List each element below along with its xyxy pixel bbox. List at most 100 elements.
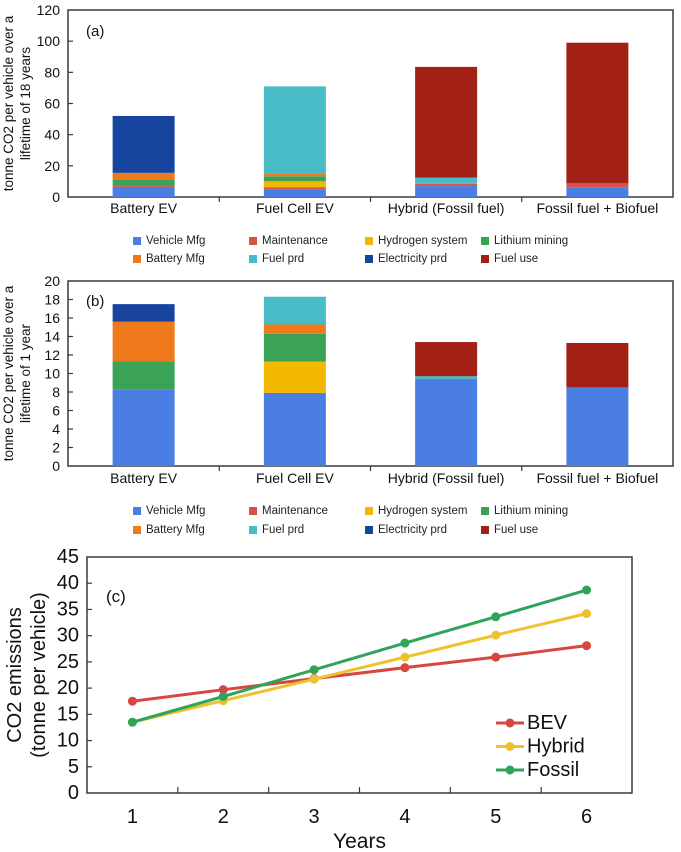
legend-swatch-fuel-use [481,254,489,263]
y-tick-label: 2 [52,440,60,456]
y-tick-label: 100 [37,33,61,49]
data-point-fossil [400,638,410,648]
legend-item-hydrogen-system: Hydrogen system [365,233,481,249]
bar-segment-fuel-use [566,42,629,183]
bar-segment-vehicle-mfg [566,187,629,197]
y-axis-label: CO2 emissions [4,607,26,743]
bar-segment-vehicle-mfg [112,389,175,466]
legend-item-hydrogen-system: Hydrogen system [365,503,481,519]
x-tick-label: 5 [490,806,501,828]
stacked-bar-chart-18-years: 0 20 40 60 80 100 120 tonne CO2 per vehicle ove… [1,2,674,216]
bar-segment-fuel-use [415,66,478,178]
y-tick-label: 60 [44,96,60,112]
y-tick-label: 45 [57,546,79,568]
panel-label: (c) [106,587,126,606]
x-axis-label: Years [333,830,386,852]
data-point-bev [127,696,137,706]
y-axis-label: tonne CO2 per vehicle over a [1,285,16,461]
bar-segment-maintenance [415,183,478,187]
bar-segment-lithium-mining [112,361,175,390]
legend-swatch-lithium-mining [481,237,489,245]
legend-label: Fuel use [494,523,539,536]
legend-label-bev: BEV [527,712,568,734]
legend-label: Electricity prd [378,252,448,265]
panel-label: (b) [86,293,104,310]
bar-segment-battery-mfg [112,172,175,181]
bar-segment-battery-mfg [112,321,175,362]
bar-segment-vehicle-mfg [263,392,326,466]
legend-item-maintenance: Maintenance [249,503,365,519]
panel-c: 0 5 10 15 20 25 30 35 40 45 CO2 emissions (tonne pe… [0,540,681,852]
y-tick-label: 40 [44,127,60,143]
bar-segment-hydrogen-system [263,181,326,188]
category-label: Fuel Cell EV [256,470,334,486]
data-point-hybrid [582,609,592,619]
y-tick-label: 35 [57,598,79,620]
legend-label: Electricity prd [378,523,448,536]
bar-segment-hydrogen-system [263,361,326,393]
x-tick-label: 2 [218,806,229,828]
legend-label: Vehicle Mfg [146,235,206,247]
legend-label: Fuel prd [262,523,305,536]
bar-segment-battery-mfg [263,324,326,334]
legend-swatch-battery-mfg [133,254,141,263]
data-point-fossil [491,612,501,622]
legend-item-fuel-prd: Fuel prd [249,522,365,538]
legend-swatch-vehicle-mfg [133,237,141,245]
bar-segment-fuel-prd [263,296,326,325]
bar-segment-fuel-prd [415,376,478,380]
bar-segment-lithium-mining [263,333,326,362]
data-point-bev [582,641,592,651]
line-series-fossil [132,588,588,724]
y-tick-label: 20 [44,158,60,174]
y-tick-label: 30 [57,625,79,647]
y-tick-label: 16 [44,310,60,326]
data-point-fossil [582,585,592,595]
line-series-hybrid [132,612,587,724]
legend-marker-bev [505,718,515,728]
bar-segment-vehicle-mfg [566,387,629,466]
bar-segment-vehicle-mfg [263,189,326,197]
legend-panel-b: Vehicle Mfg Maintenance Hydrogen system Lit… [133,490,681,540]
x-tick-label: 4 [399,806,410,828]
legend-label: Maintenance [262,505,328,517]
bar-segment-maintenance [112,185,175,187]
data-point-bev [400,663,410,673]
y-tick-label: 4 [52,421,60,437]
legend-swatch-hydrogen-system [365,237,373,245]
legend-swatch-maintenance [249,507,257,515]
legend-item-lithium-mining: Lithium mining [481,503,597,519]
legend-label-fossil: Fossil [527,759,579,781]
bar-segment-maintenance [263,187,326,190]
y-tick-label: 10 [44,366,60,382]
y-axis-label: tonne CO2 per vehicle over a [1,15,16,191]
legend-marker-fossil [505,765,515,775]
legend-item-fuel-use: Fuel use [481,522,597,538]
bar-segment-electricity-prd [112,304,175,322]
y-tick-label: 80 [44,64,60,80]
y-axis-label: (tonne per vehicle) [28,592,50,758]
legend-item-battery-mfg: Battery Mfg [133,251,249,267]
legend-item-lithium-mining: Lithium mining [481,233,597,249]
legend-swatch-fuel-prd [249,254,257,263]
legend-label: Vehicle Mfg [146,505,206,517]
x-tick-label: 6 [581,806,592,828]
line-series-bev [132,644,587,703]
stacked-bar-chart-1-year: 0 2 4 6 8 10 12 14 16 18 20 tonne CO2 per vehicle o… [1,273,674,486]
y-axis-label: lifetime of 18 years [18,47,33,161]
legend-label: Hydrogen system [378,505,468,517]
category-label: Hybrid (Fossil fuel) [388,200,505,216]
legend-swatch-electricity-prd [365,254,373,263]
legend-swatch-fuel-prd [249,525,257,534]
y-tick-label: 20 [57,677,79,699]
legend-swatch-hydrogen-system [365,507,373,515]
legend-swatch-vehicle-mfg [133,507,141,515]
panel-a: 0 20 40 60 80 100 120 tonne CO2 per vehicle ove… [0,0,681,268]
y-tick-label: 18 [44,292,60,308]
y-tick-label: 6 [52,403,60,419]
legend-label: Lithium mining [494,235,569,247]
legend-item-vehicle-mfg: Vehicle Mfg [133,233,249,249]
legend-item-electricity-prd: Electricity prd [365,251,481,267]
category-label: Hybrid (Fossil fuel) [388,470,505,486]
